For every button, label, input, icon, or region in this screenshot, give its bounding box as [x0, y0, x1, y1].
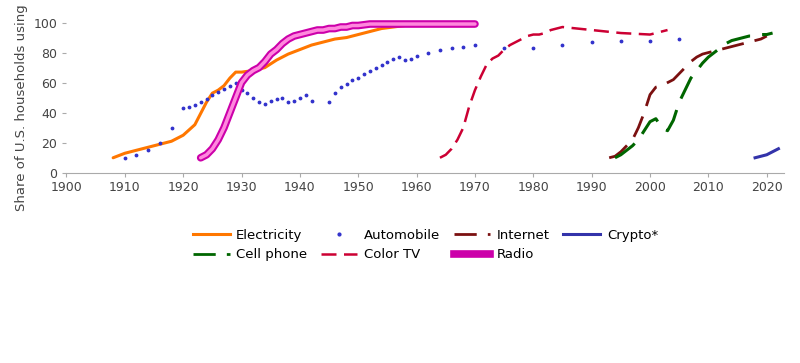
Y-axis label: Share of U.S. households using (%): Share of U.S. households using (%)	[15, 0, 28, 211]
Legend: Electricity, Cell phone, Automobile, Color TV, Internet, Radio, Crypto*: Electricity, Cell phone, Automobile, Col…	[187, 224, 663, 267]
